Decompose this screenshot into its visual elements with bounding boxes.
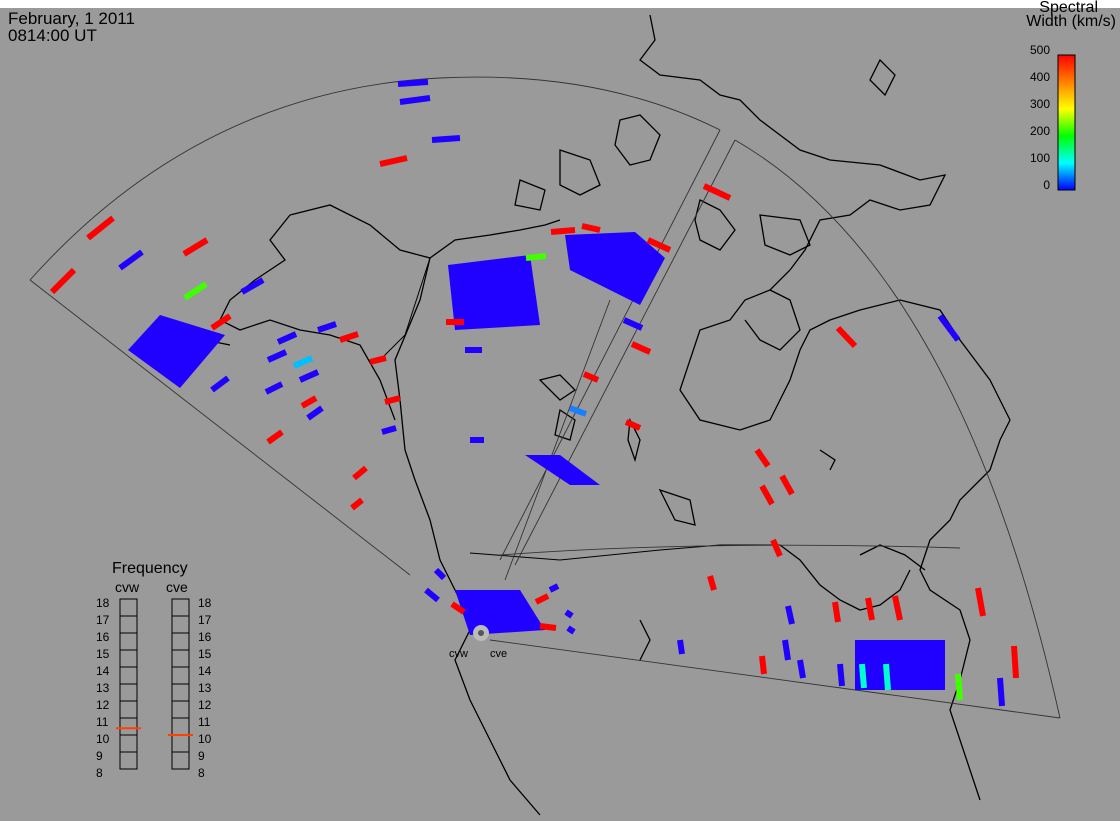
frequency-scale-cve: 17 <box>198 613 212 627</box>
radar-echoes <box>49 79 1019 707</box>
frequency-scale-cve: 12 <box>198 698 212 712</box>
colorbar-tick: 100 <box>1029 151 1050 165</box>
frequency-scale-cve: 9 <box>198 749 205 763</box>
frequency-scale-cvw: 12 <box>96 698 110 712</box>
colorbar-title-line2: Width (km/s) <box>1026 13 1116 30</box>
top-border <box>0 0 1120 8</box>
date-label: February, 1 2011 <box>8 9 135 28</box>
frequency-scale-cvw: 10 <box>96 732 110 746</box>
frequency-scale-cvw: 8 <box>96 766 103 780</box>
frequency-scale-cvw: 17 <box>96 613 110 627</box>
frequency-scale-cvw: 13 <box>96 681 110 695</box>
colorbar-tick: 300 <box>1029 97 1050 111</box>
radar-fields-of-view <box>29 76 1061 719</box>
frequency-scale-cve: 8 <box>198 766 205 780</box>
frequency-scale-cvw: 18 <box>96 596 110 610</box>
coastline <box>184 14 1011 816</box>
frequency-scale-cve: 10 <box>198 732 212 746</box>
frequency-scale-cvw: 14 <box>96 664 110 678</box>
frequency-col-cvw: cvw <box>115 579 140 595</box>
colorbar-title-line1: Spectral <box>1039 0 1098 16</box>
frequency-scale-cvw: 16 <box>96 630 110 644</box>
frequency-scale-cve: 16 <box>198 630 212 644</box>
frequency-scale-cve: 13 <box>198 681 212 695</box>
frequency-title: Frequency <box>112 560 188 577</box>
radar-label-cve: cve <box>490 648 508 660</box>
frequency-col-cve: cve <box>166 579 188 595</box>
frequency-scale-cvw: 11 <box>96 715 109 729</box>
frequency-scale-cve: 11 <box>198 715 211 729</box>
colorbar-tick: 400 <box>1029 70 1050 84</box>
colorbar-tick: 200 <box>1029 124 1050 138</box>
colorbar-tick: 500 <box>1029 43 1050 57</box>
time-label: 0814:00 UT <box>8 26 97 45</box>
frequency-gauges <box>119 598 190 770</box>
radar-site-marker <box>473 625 489 641</box>
colorbar-gradient <box>1057 54 1076 191</box>
colorbar-tick: 0 <box>1043 178 1050 192</box>
radar-label-cvw: cvw <box>449 648 468 660</box>
frequency-scale-cvw: 15 <box>96 647 110 661</box>
frequency-scale-cve: 14 <box>198 664 212 678</box>
frequency-scale-cve: 18 <box>198 596 212 610</box>
frequency-scale-cvw: 9 <box>96 749 103 763</box>
frequency-scale-cve: 15 <box>198 647 212 661</box>
